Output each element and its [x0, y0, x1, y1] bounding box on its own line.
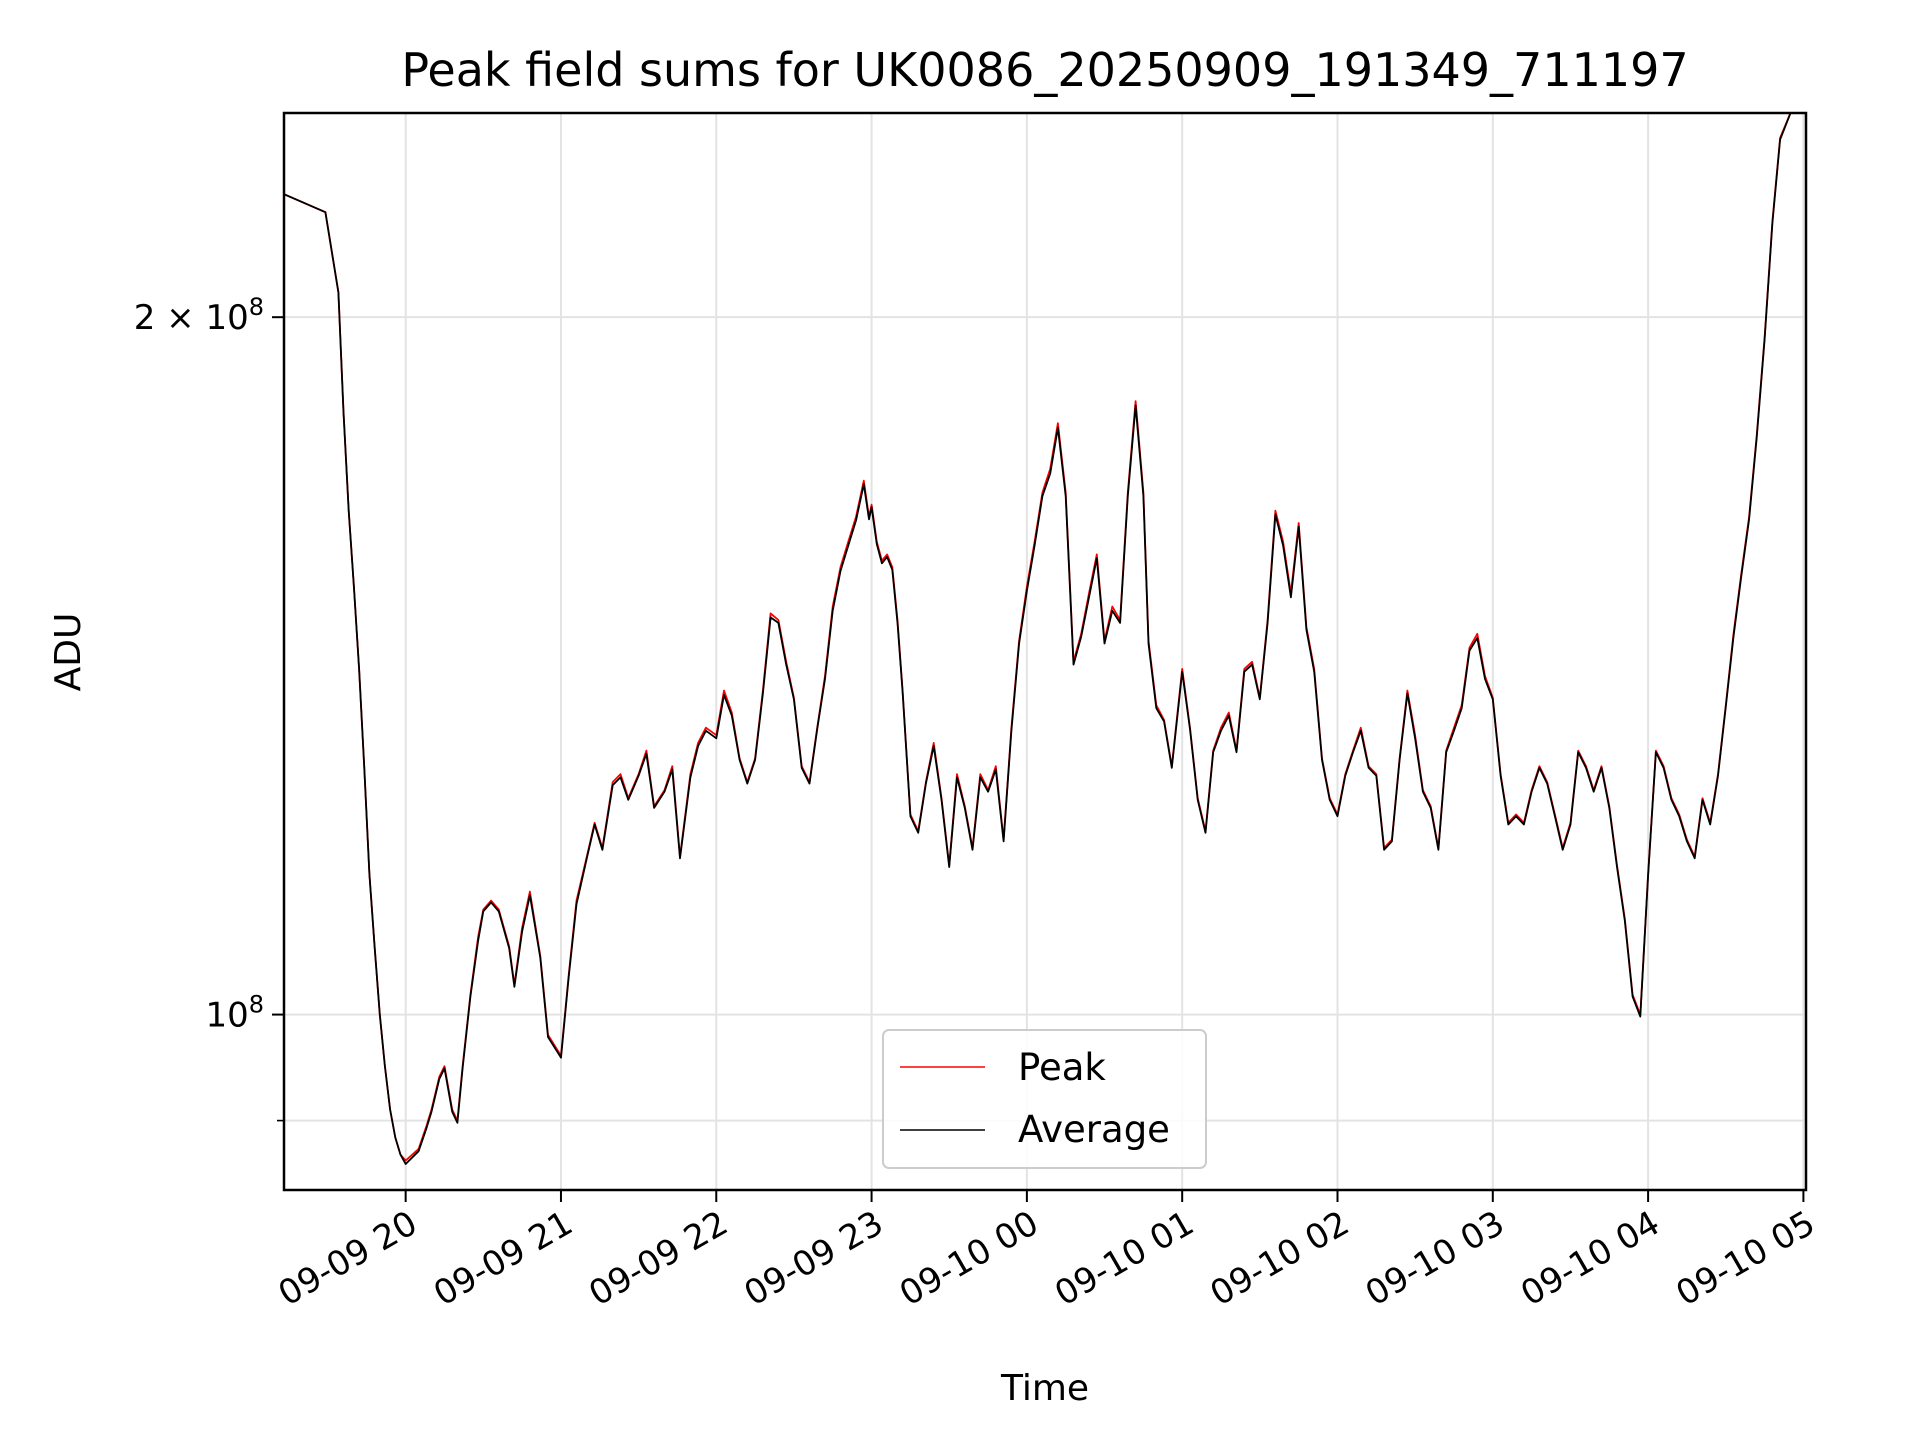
y-axis-label: ADU: [48, 613, 89, 692]
x-tick-label: 09-10 00: [893, 1203, 1045, 1314]
legend-box: [882, 1029, 1207, 1169]
series-layer: [283, 112, 1792, 1165]
x-tick-label: 09-09 22: [582, 1203, 734, 1314]
chart-title: Peak field sums for UK0086_20250909_1913…: [401, 43, 1688, 97]
series-line-average: [283, 112, 1792, 1165]
x-tick-label: 09-10 03: [1359, 1203, 1511, 1314]
legend-label-peak: Peak: [1018, 1046, 1106, 1089]
x-tick-label: 09-10 02: [1204, 1203, 1356, 1314]
x-tick-label: 09-10 05: [1670, 1203, 1822, 1314]
y-tick-label: 108: [205, 991, 264, 1036]
grid-layer: [284, 113, 1806, 1190]
y-tick-label: 2 × 108: [134, 293, 264, 338]
x-tick-label: 09-09 21: [427, 1203, 579, 1314]
x-tick-label: 09-10 01: [1048, 1203, 1200, 1314]
x-tick-label: 09-09 20: [272, 1203, 424, 1314]
series-line-peak: [283, 112, 1792, 1162]
x-axis-label: Time: [1000, 1368, 1089, 1409]
legend: Peak Average: [882, 1029, 1207, 1169]
plot-area-frame: [282, 111, 1808, 1192]
x-tick-label: 09-10 04: [1514, 1203, 1666, 1314]
legend-label-average: Average: [1018, 1108, 1170, 1151]
x-tick-label: 09-09 23: [738, 1203, 890, 1314]
